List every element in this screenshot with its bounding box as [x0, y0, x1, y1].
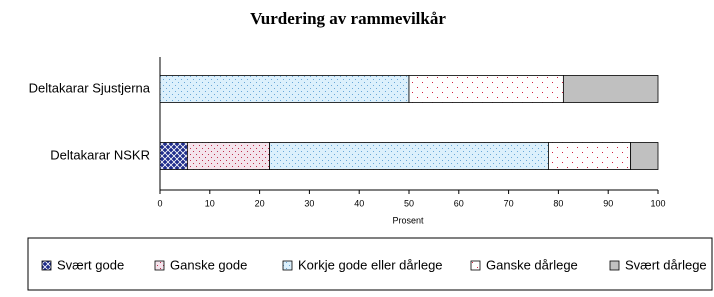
x-axis-label: Prosent: [392, 215, 424, 225]
bar-segment: [548, 142, 632, 170]
y-tick-label: Deltakarar Sjustjerna: [29, 80, 151, 95]
x-tick-label: 70: [504, 198, 514, 208]
x-tick-label: 90: [603, 198, 613, 208]
bar-segment: [159, 75, 410, 103]
x-tick-label: 40: [354, 198, 364, 208]
legend-box: [27, 237, 713, 291]
legend-swatch: [470, 260, 481, 271]
legend-label: Svært gode: [57, 257, 124, 272]
x-tick-label: 50: [404, 198, 414, 208]
legend-swatch: [41, 260, 52, 271]
x-tick-label: 10: [205, 198, 215, 208]
legend-label: Ganske gode: [170, 257, 247, 272]
x-tick-label: 30: [304, 198, 314, 208]
x-tick-label: 20: [255, 198, 265, 208]
bar-segment: [408, 75, 564, 103]
legend-label: Ganske dårlege: [486, 257, 578, 272]
legend-label: Svært dårlege: [625, 257, 707, 272]
bar-segment: [562, 75, 659, 103]
x-tick-label: 60: [454, 198, 464, 208]
x-tick-label: 100: [650, 198, 665, 208]
bar-segment: [186, 142, 270, 170]
x-tick-label: 0: [157, 198, 162, 208]
chart-title: Vurdering av rammevilkår: [250, 9, 446, 28]
legend-label: Korkje gode eller dårlege: [298, 257, 443, 272]
y-tick-label: Deltakarar NSKR: [50, 147, 150, 162]
legend-swatch: [609, 260, 620, 271]
legend-swatch: [154, 260, 165, 271]
bar-segment: [269, 142, 549, 170]
x-tick-label: 80: [553, 198, 563, 208]
bar-segment: [630, 142, 659, 170]
bar-segment: [159, 142, 188, 170]
legend-swatch: [282, 260, 293, 271]
